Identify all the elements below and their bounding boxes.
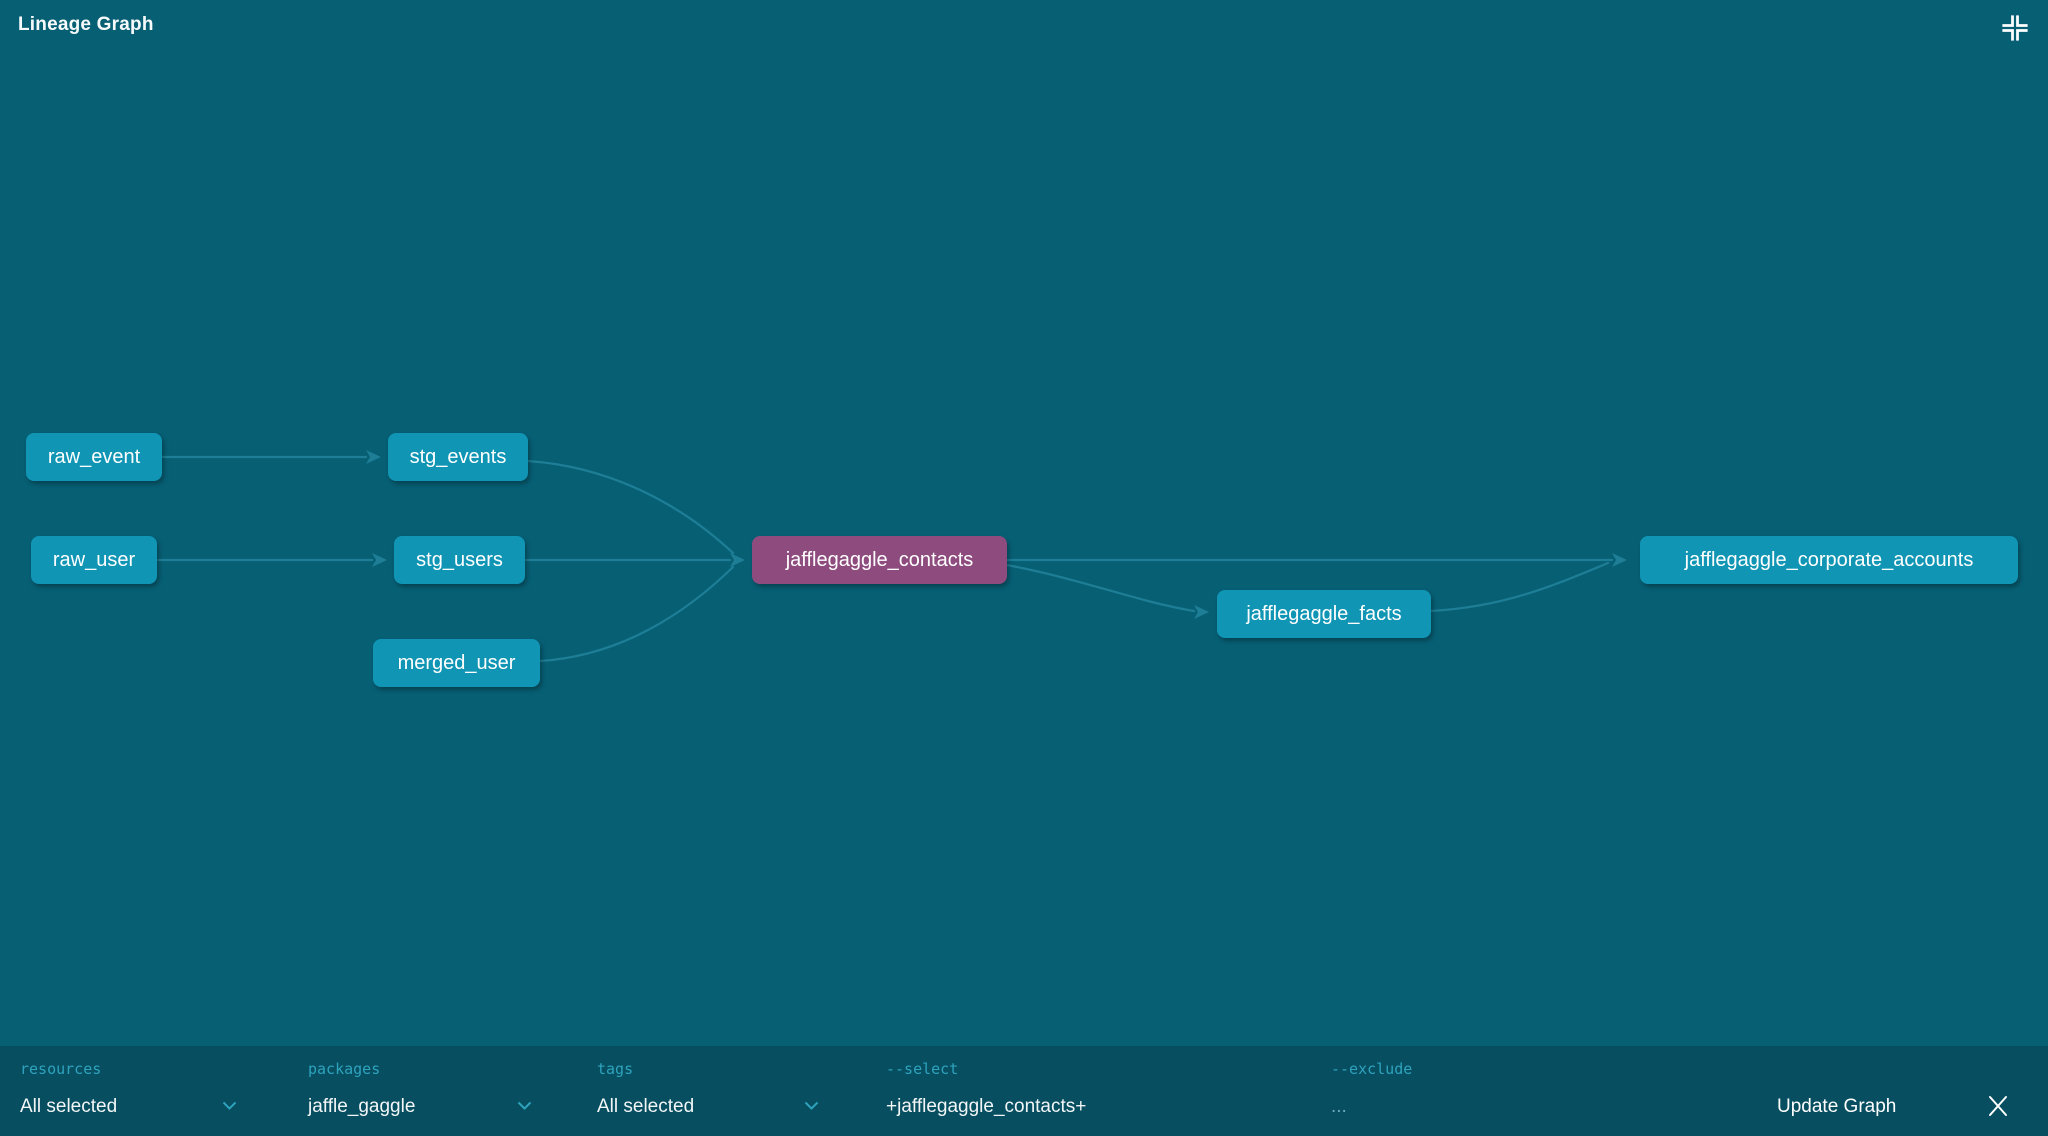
close-icon [1986,1094,2010,1123]
graph-node-stg-events[interactable]: stg_events [388,433,528,481]
graph-node-raw-user[interactable]: raw_user [31,536,157,584]
arrowhead-contacts [730,553,745,567]
arrowhead-facts [1194,605,1209,619]
exclude-label: --exclude [1331,1060,1413,1078]
packages-value: jaffle_gaggle [308,1096,416,1117]
graph-node-jafflegaggle-contacts[interactable]: jafflegaggle_contacts [752,536,1007,584]
tags-label: tags [597,1060,634,1078]
filter-field-exclude: --exclude ... [1331,1046,1711,1136]
arrowhead-corporate [1612,553,1627,567]
tags-value: All selected [597,1096,695,1117]
close-button[interactable] [1984,1094,2012,1122]
graph-node-merged-user[interactable]: merged_user [373,639,540,687]
graph-node-raw-event[interactable]: raw_event [26,433,162,481]
compress-button[interactable] [1998,13,2032,47]
edge-stg-events-contacts [526,459,735,555]
select-value: +jafflegaggle_contacts+ [886,1096,1087,1117]
page-title: Lineage Graph [18,14,154,35]
exclude-value: ... [1331,1096,1347,1117]
compress-icon [2000,13,2030,48]
resources-value: All selected [20,1096,118,1117]
arrowhead-stg-users [372,553,387,567]
tags-dropdown[interactable]: All selected [597,1092,819,1122]
packages-dropdown[interactable]: jaffle_gaggle [308,1092,532,1122]
filter-field-select: --select +jafflegaggle_contacts+ [886,1046,1266,1136]
filter-field-resources: resources All selected [20,1046,237,1136]
graph-filter-toolbar: resources All selected packages jaffle_g… [0,1046,2048,1136]
select-label: --select [886,1060,959,1078]
filter-field-packages: packages jaffle_gaggle [308,1046,532,1136]
arrowhead-stg-events [366,450,381,464]
graph-node-stg-users[interactable]: stg_users [394,536,525,584]
edge-contacts-facts [1005,563,1196,613]
exclude-input[interactable]: ... [1331,1092,1711,1122]
resources-label: resources [20,1060,102,1078]
edge-merged-user-contacts [538,565,735,663]
chevron-down-icon [804,1098,819,1116]
update-graph-button[interactable]: Update Graph [1777,1096,1897,1117]
edge-facts-corporate [1429,561,1610,613]
chevron-down-icon [222,1098,237,1116]
graph-node-jafflegaggle-facts[interactable]: jafflegaggle_facts [1217,590,1431,638]
graph-node-jafflegaggle-corporate-accounts[interactable]: jafflegaggle_corporate_accounts [1640,536,2018,584]
resources-dropdown[interactable]: All selected [20,1092,237,1122]
select-input[interactable]: +jafflegaggle_contacts+ [886,1092,1266,1122]
packages-label: packages [308,1060,381,1078]
filter-field-tags: tags All selected [597,1046,819,1136]
chevron-down-icon [517,1098,532,1116]
